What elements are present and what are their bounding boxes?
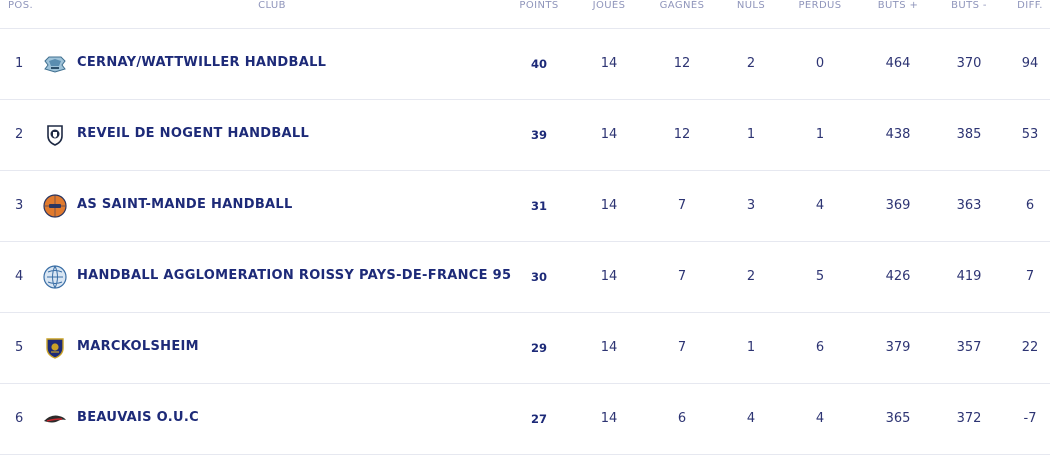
row-played: 14 (600, 269, 618, 284)
row-goals-for: 365 (885, 411, 911, 426)
club-name[interactable]: CERNAY/WATTWILLER HANDBALL (77, 55, 327, 70)
row-diff: 53 (1021, 127, 1039, 142)
header-lost[interactable]: PERDUS (798, 0, 842, 11)
row-drawn: 1 (746, 340, 756, 355)
table-row[interactable]: 5 MARCKOLSHEIM 29 14 7 1 6 379 357 22 (0, 313, 1050, 384)
row-goals-against: 419 (956, 269, 982, 284)
row-lost: 4 (815, 411, 825, 426)
row-points: 29 (530, 341, 548, 355)
row-diff: 7 (1025, 269, 1035, 284)
club-name[interactable]: BEAUVAIS O.U.C (77, 410, 199, 425)
row-goals-for: 426 (885, 269, 911, 284)
row-diff: 94 (1021, 56, 1039, 71)
row-diff: 22 (1021, 340, 1039, 355)
row-points: 31 (530, 199, 548, 213)
table-header: POS. CLUB POINTS JOUÉS GAGNÉS NULS PERDU… (0, 0, 1050, 29)
roissy-logo-icon[interactable] (43, 265, 67, 289)
row-won: 12 (673, 56, 691, 71)
row-drawn: 3 (746, 198, 756, 213)
club-name[interactable]: REVEIL DE NOGENT HANDBALL (77, 126, 310, 141)
row-goals-for: 369 (885, 198, 911, 213)
header-played[interactable]: JOUÉS (592, 0, 626, 11)
table-row[interactable]: 4 HANDBALL AGGLOMERATION ROISSY PAYS-DE-… (0, 242, 1050, 313)
row-pos: 2 (15, 127, 24, 142)
row-drawn: 2 (746, 56, 756, 71)
row-lost: 4 (815, 198, 825, 213)
row-won: 7 (677, 340, 687, 355)
club-name[interactable]: HANDBALL AGGLOMERATION ROISSY PAYS-DE-FR… (77, 268, 512, 283)
row-goals-against: 385 (956, 127, 982, 142)
table-row[interactable]: 3 AS SAINT-MANDE HANDBALL 31 14 7 3 4 36… (0, 171, 1050, 242)
row-won: 12 (673, 127, 691, 142)
row-drawn: 1 (746, 127, 756, 142)
beauvais-logo-icon[interactable] (43, 407, 67, 431)
row-played: 14 (600, 411, 618, 426)
row-played: 14 (600, 198, 618, 213)
saint-mande-logo-icon[interactable] (43, 194, 67, 218)
row-goals-against: 357 (956, 340, 982, 355)
row-goals-against: 363 (956, 198, 982, 213)
row-lost: 1 (815, 127, 825, 142)
row-pos: 4 (15, 269, 24, 284)
club-name[interactable]: MARCKOLSHEIM (77, 339, 199, 354)
row-lost: 6 (815, 340, 825, 355)
marckolsheim-logo-icon[interactable] (43, 336, 67, 360)
row-lost: 5 (815, 269, 825, 284)
row-pos: 5 (15, 340, 24, 355)
club-name[interactable]: AS SAINT-MANDE HANDBALL (77, 197, 293, 212)
row-goals-for: 379 (885, 340, 911, 355)
header-goals-for[interactable]: BUTS + (877, 0, 919, 11)
row-points: 30 (530, 270, 548, 284)
row-points: 27 (530, 412, 548, 426)
table-row[interactable]: 1 CERNAY/WATTWILLER HANDBALL 40 14 12 2 … (0, 29, 1050, 100)
row-drawn: 4 (746, 411, 756, 426)
row-pos: 6 (15, 411, 24, 426)
row-goals-for: 438 (885, 127, 911, 142)
header-won[interactable]: GAGNÉS (659, 0, 705, 11)
row-won: 7 (677, 198, 687, 213)
row-pos: 3 (15, 198, 24, 213)
header-drawn[interactable]: NULS (736, 0, 766, 11)
row-played: 14 (600, 340, 618, 355)
row-goals-against: 372 (956, 411, 982, 426)
row-drawn: 2 (746, 269, 756, 284)
header-diff[interactable]: DIFF. (1017, 0, 1043, 11)
row-goals-for: 464 (885, 56, 911, 71)
row-pos: 1 (15, 56, 24, 71)
row-diff: 6 (1025, 198, 1035, 213)
cernay-logo-icon[interactable] (43, 52, 67, 76)
table-row[interactable]: 6 BEAUVAIS O.U.C 27 14 6 4 4 365 372 -7 (0, 384, 1050, 455)
nogent-logo-icon[interactable] (43, 123, 67, 147)
row-goals-against: 370 (956, 56, 982, 71)
row-points: 40 (530, 57, 548, 71)
row-points: 39 (530, 128, 548, 142)
row-lost: 0 (815, 56, 825, 71)
row-won: 7 (677, 269, 687, 284)
row-won: 6 (677, 411, 687, 426)
row-played: 14 (600, 127, 618, 142)
row-diff: -7 (1023, 411, 1037, 426)
header-points[interactable]: POINTS (519, 0, 559, 11)
table-row[interactable]: 2 REVEIL DE NOGENT HANDBALL 39 14 12 1 1… (0, 100, 1050, 171)
row-played: 14 (600, 56, 618, 71)
header-pos[interactable]: POS. (8, 0, 34, 11)
header-goals-against[interactable]: BUTS - (951, 0, 987, 11)
header-club[interactable]: CLUB (258, 0, 286, 11)
